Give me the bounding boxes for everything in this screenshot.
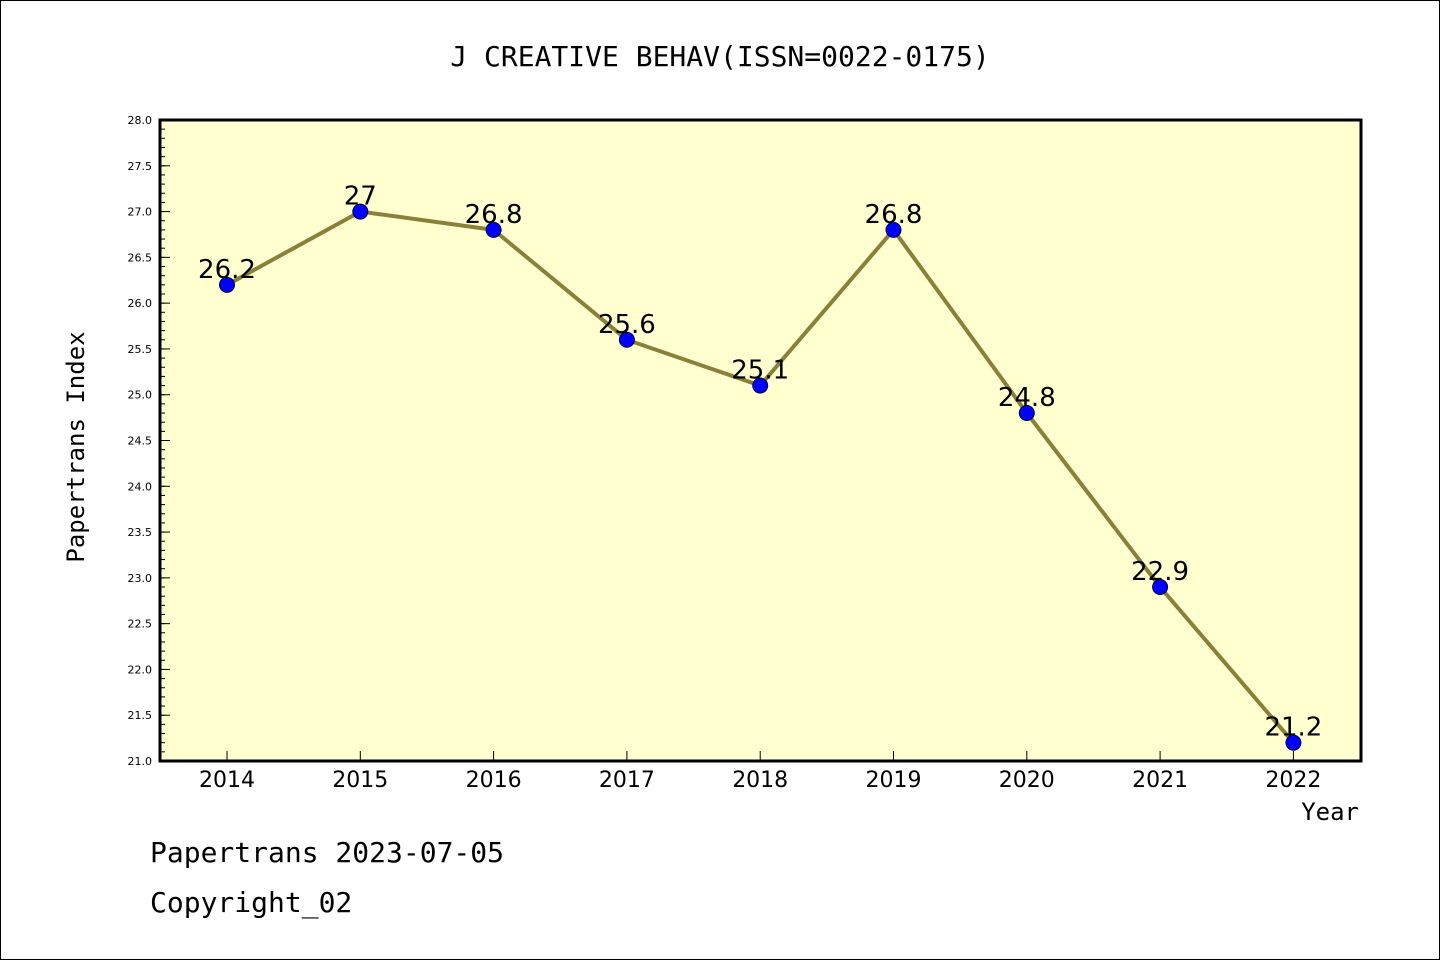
- x-tick-label: 2020: [999, 768, 1055, 793]
- x-tick-label: 2015: [332, 768, 388, 793]
- y-tick-label: 27.5: [128, 160, 153, 173]
- y-tick-label: 23.0: [128, 572, 153, 585]
- y-axis: 21.0 21.5 22.0 22.5 23.0 23.5 24.0 24.5 25.0 25.5…: [128, 114, 170, 768]
- data-point: [352, 203, 369, 220]
- y-tick-label: 25.0: [128, 389, 153, 402]
- x-tick-label: 2022: [1265, 768, 1321, 793]
- y-tick-label: 25.5: [128, 343, 153, 356]
- y-tick-label: 22.5: [128, 618, 153, 631]
- data-label: 27: [344, 182, 377, 212]
- data-label: 25.1: [731, 356, 789, 386]
- data-label: 26.2: [198, 255, 256, 285]
- data-label: 22.9: [1131, 557, 1189, 587]
- x-tick-label: 2016: [466, 768, 522, 793]
- data-point: [1018, 405, 1035, 422]
- data-label: 26.8: [865, 200, 923, 230]
- data-point: [485, 221, 502, 238]
- y-tick-label: 23.5: [128, 526, 153, 539]
- y-tick-label: 21.0: [128, 755, 153, 768]
- y-tick-label: 21.5: [128, 709, 153, 722]
- data-point: [885, 221, 902, 238]
- x-axis: 2014 2015 2016 2017 2018 2019 2020 2021 2022: [199, 751, 1321, 793]
- chart-title: J CREATIVE BEHAV(ISSN=0022-0175): [450, 40, 989, 73]
- x-tick-label: 2014: [199, 768, 255, 793]
- data-point: [219, 276, 235, 293]
- y-tick-label: 24.5: [128, 435, 153, 448]
- x-tick-label: 2018: [732, 768, 788, 793]
- x-tick-label: 2021: [1132, 768, 1188, 793]
- footer-date-text: Papertrans 2023-07-05: [150, 836, 505, 869]
- footer-copyright-text: Copyright_02: [150, 886, 353, 919]
- data-point: [1285, 734, 1302, 751]
- data-label: 21.2: [1264, 713, 1322, 743]
- y-tick-label: 22.0: [128, 663, 153, 676]
- y-tick-label: 28.0: [128, 114, 153, 127]
- data-point: [1152, 579, 1169, 596]
- data-label: 24.8: [998, 383, 1056, 413]
- data-label: 25.6: [598, 310, 656, 340]
- x-tick-label: 2017: [599, 768, 655, 793]
- y-tick-label: 24.0: [128, 480, 153, 493]
- data-point: [618, 331, 635, 348]
- data-label: 26.8: [465, 200, 523, 230]
- data-point: [752, 377, 769, 394]
- y-tick-label: 26.5: [128, 251, 153, 264]
- plot-area: [158, 118, 1363, 763]
- series-layer: 26.2 27 26.8 25.6 25.1 26.8 24.8 22.9 21.2: [198, 182, 1322, 751]
- y-axis-label: Papertrans Index: [62, 331, 90, 562]
- y-tick-label: 27.0: [128, 206, 153, 219]
- y-tick-label: 26.0: [128, 297, 153, 310]
- x-axis-label: Year: [1301, 798, 1359, 826]
- x-tick-label: 2019: [866, 768, 922, 793]
